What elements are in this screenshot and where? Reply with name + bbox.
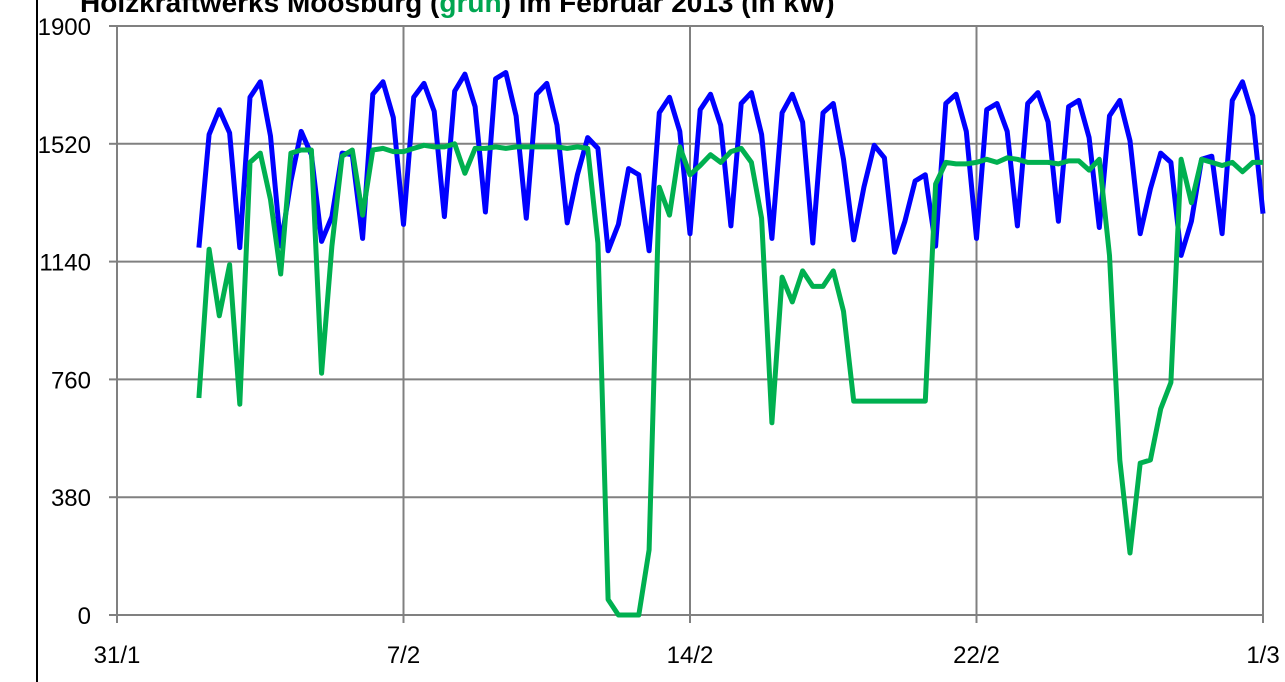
title-suffix: ) im Februar 2013 (in kW) — [501, 0, 835, 18]
y-tick-label: 380 — [51, 485, 91, 512]
y-tick-label: 0 — [78, 603, 91, 630]
chart-title: Holzkraftwerks Moosburg (grün) im Februa… — [80, 0, 1200, 27]
y-tick-label: 760 — [51, 367, 91, 394]
y-tick-label: 1140 — [39, 250, 91, 277]
series-line-green — [196, 141, 1263, 618]
x-tick-label: 1/3 — [1246, 642, 1279, 669]
x-tick-label: 14/2 — [667, 642, 714, 669]
x-tick-label: 7/2 — [387, 642, 420, 669]
title-highlight: grün — [439, 0, 502, 18]
x-tick-label: 22/2 — [953, 642, 1000, 669]
y-tick-label: 1520 — [38, 132, 91, 159]
series-line-blue — [196, 70, 1266, 258]
title-prefix: Holzkraftwerks Moosburg ( — [80, 0, 440, 18]
series-points-blue — [0, 72, 1263, 255]
x-tick-label: 31/1 — [94, 642, 141, 669]
y-tick-label: 1900 — [38, 14, 91, 41]
